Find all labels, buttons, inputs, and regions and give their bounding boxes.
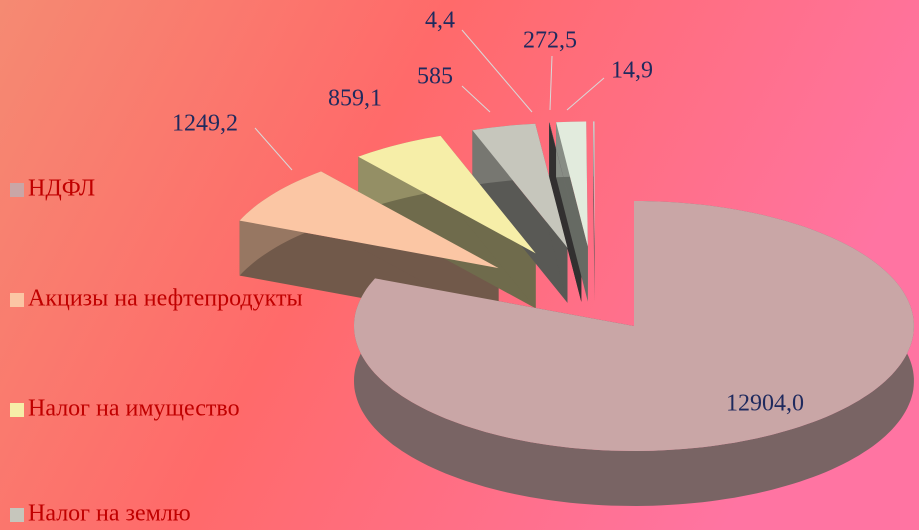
slice [239, 171, 499, 269]
leader-line [461, 85, 491, 113]
slice [593, 121, 595, 247]
legend-swatch [10, 508, 24, 522]
data-label: 859,1 [328, 86, 382, 112]
data-label: 272,5 [523, 28, 577, 54]
legend-label: НДФЛ [28, 176, 95, 202]
slice [354, 201, 914, 451]
slice [556, 121, 588, 247]
slice [358, 135, 536, 254]
legend-swatch [10, 183, 24, 197]
legend-label: Акцизы на нефтепродукты [28, 286, 303, 312]
leader-line [254, 127, 293, 171]
data-label: 14,9 [611, 58, 653, 84]
leader-line [549, 55, 553, 111]
leader-line [461, 29, 533, 113]
legend-swatch [10, 403, 24, 417]
leader-line [566, 77, 605, 111]
data-label: 12904,0 [726, 391, 804, 417]
slice [549, 122, 582, 247]
slice [472, 123, 568, 248]
legend-label: Налог на землю [28, 501, 191, 527]
data-label: 1249,2 [172, 111, 238, 137]
data-label: 4,4 [425, 8, 455, 34]
data-label: 585 [417, 64, 453, 90]
legend-label: Налог на имущество [28, 396, 240, 422]
legend-swatch [10, 293, 24, 307]
